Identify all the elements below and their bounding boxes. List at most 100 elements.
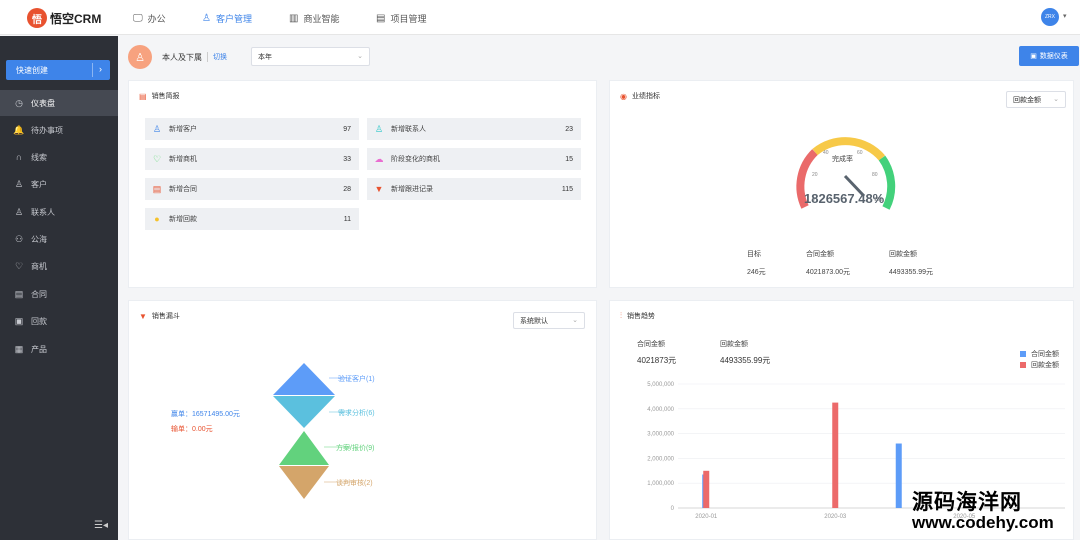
sidebar-item-public-pool[interactable]: ⚇ 公海 xyxy=(0,226,118,252)
sidebar-item-label: 商机 xyxy=(31,261,47,271)
year-select-value: 本年 xyxy=(258,53,272,61)
logo-mark: 悟 xyxy=(27,8,47,28)
contract-amount-value: 4021873.00元 xyxy=(806,269,850,276)
collapse-sidebar-icon[interactable]: ☰◂ xyxy=(94,520,108,531)
sales-trend-panel: ⫶ 销售趋势 合同金额 4021873元 回款金额 4493355.99元 合同金… xyxy=(609,300,1074,540)
nav-bi[interactable]: ▥ 商业智能 xyxy=(289,12,339,25)
sidebar-item-opportunities[interactable]: ♡ 商机 xyxy=(0,253,118,279)
contract-amount-label: 合同金额 xyxy=(806,251,834,258)
trend-chart-icon: ⫶ xyxy=(620,311,622,320)
y-tick-label: 2,000,000 xyxy=(647,456,674,462)
chevron-down-icon: ⌄ xyxy=(1053,96,1059,103)
stat-new-contracts[interactable]: ▤ 新增合同 28 xyxy=(145,178,359,200)
gauge-tick-80: 80 xyxy=(872,172,878,178)
sidebar-item-contracts[interactable]: ▤ 合同 xyxy=(0,281,118,307)
lightbulb-icon: ♡ xyxy=(152,153,162,164)
gauge-value: 1826567.48% xyxy=(804,191,885,206)
user-icon: ♙ xyxy=(14,178,24,189)
trend-title: 销售趋势 xyxy=(627,313,655,320)
funnel-stage-2[interactable] xyxy=(273,396,335,428)
nav-customer[interactable]: ♙ 客户管理 xyxy=(202,12,252,25)
bell-icon: 🔔 xyxy=(13,124,25,135)
divider xyxy=(92,63,93,77)
nav-project-label: 项目管理 xyxy=(390,14,427,24)
lose-amount: 输单：0.00元 xyxy=(171,426,213,433)
funnel-select[interactable]: 系统默认 ⌄ xyxy=(513,312,585,329)
quick-create-button[interactable]: 快速创建 › xyxy=(6,60,110,80)
target-value: 246元 xyxy=(747,269,766,276)
nav-office[interactable]: 🖵 办公 xyxy=(133,12,166,25)
sidebar-item-leads[interactable]: ∩ 线索 xyxy=(0,144,118,170)
stat-value: 11 xyxy=(343,215,351,223)
gauge-tick-0: 0 xyxy=(812,197,815,203)
funnel-stage-3[interactable] xyxy=(279,431,329,465)
funnel-stage-1[interactable] xyxy=(273,363,335,395)
x-tick-label: 2020-05 xyxy=(953,514,976,520)
monitor-icon: 🖵 xyxy=(133,13,143,24)
legend-contract[interactable]: 合同金额 xyxy=(1020,349,1059,359)
brand-logo[interactable]: 悟 悟空CRM xyxy=(27,8,101,28)
grid-icon: ▦ xyxy=(14,343,24,354)
receipt-amount-value: 4493355.99元 xyxy=(889,269,933,276)
sidebar-item-label: 回款 xyxy=(31,316,47,326)
trend-contract-value: 4021873元 xyxy=(637,356,677,365)
gauge-tick-40: 40 xyxy=(823,150,829,156)
nav-bi-label: 商业智能 xyxy=(303,14,340,24)
sidebar-item-contacts[interactable]: ♙ 联系人 xyxy=(0,199,118,225)
chevron-right-icon: › xyxy=(99,64,102,74)
metric-select-value: 回款金额 xyxy=(1013,96,1041,104)
stat-new-opportunities[interactable]: ♡ 新增商机 33 xyxy=(145,148,359,170)
lightbulb-icon: ♡ xyxy=(14,260,24,271)
x-tick-label: 2020-03 xyxy=(824,514,847,520)
chevron-down-icon[interactable]: ▾ xyxy=(1063,13,1067,20)
stat-value: 115 xyxy=(561,185,573,193)
stat-new-followups[interactable]: ▼ 新增跟进记录 115 xyxy=(367,178,581,200)
panel-title: ▼ 销售漏斗 xyxy=(139,311,180,321)
data-dashboard-button[interactable]: ▣ 数据仪表 xyxy=(1019,46,1079,66)
stat-new-customers[interactable]: ♙ 新增客户 97 xyxy=(145,118,359,140)
performance-panel: ◉ 业绩指标 回款金额 ⌄ 0 20 40 60 80 100 完成率 182656… xyxy=(609,80,1074,288)
sidebar-item-dashboard[interactable]: ◷ 仪表盘 xyxy=(0,90,118,116)
stat-label: 新增跟进记录 xyxy=(391,186,433,193)
user-scope-icon: ♙ xyxy=(128,45,152,69)
metric-select[interactable]: 回款金额 ⌄ xyxy=(1006,91,1066,108)
scope-label: 本人及下属 xyxy=(162,52,202,62)
gauge-needle xyxy=(843,174,866,198)
stat-stage-changed[interactable]: ☁ 阶段变化的商机 15 xyxy=(367,148,581,170)
stat-new-contacts[interactable]: ♙ 新增联系人 23 xyxy=(367,118,581,140)
trend-contract-label: 合同金额 xyxy=(637,341,665,348)
sidebar-item-todo[interactable]: 🔔 待办事项 xyxy=(0,117,118,143)
bar-receipt xyxy=(832,402,839,508)
sidebar-item-products[interactable]: ▦ 产品 xyxy=(0,336,118,362)
target-icon: ◉ xyxy=(620,91,627,101)
contact-icon: ♙ xyxy=(14,206,24,217)
legend-label: 合同金额 xyxy=(1031,351,1059,358)
legend-receipt[interactable]: 回款金额 xyxy=(1020,360,1059,370)
sidebar-item-label: 待办事项 xyxy=(31,125,63,135)
funnel-chart xyxy=(273,363,351,499)
stat-new-receipts[interactable]: ● 新增回款 11 xyxy=(145,208,359,230)
gauge-arc-low xyxy=(796,149,818,209)
switch-link[interactable]: 切换 xyxy=(213,54,227,61)
sidebar: 快速创建 › ◷ 仪表盘 🔔 待办事项 ∩ 线索 ♙ 客户 ♙ 联系人 ⚇ 公海 ♡ 商机 ▤… xyxy=(0,36,118,540)
chevron-down-icon: ⌄ xyxy=(572,317,578,324)
bar-receipt xyxy=(703,470,710,508)
coin-icon: ● xyxy=(154,214,160,224)
funnel-label-3: 方案/报价(9) xyxy=(336,445,375,452)
watermark-title: 源码海洋网 xyxy=(912,491,1022,514)
document-icon: ▤ xyxy=(152,183,162,194)
sidebar-item-customers[interactable]: ♙ 客户 xyxy=(0,171,118,197)
filter-bar: ♙ 本人及下属 切换 xyxy=(128,44,368,70)
sales-report-title: 销售简报 xyxy=(151,93,180,100)
avatar[interactable]: ZRX xyxy=(1041,8,1059,26)
gauge-tick-20: 20 xyxy=(812,172,818,178)
year-select[interactable]: 本年 ⌄ xyxy=(251,47,370,66)
legend-swatch xyxy=(1020,362,1026,368)
win-amount: 赢单：16571495.00元 xyxy=(171,411,240,418)
nav-project[interactable]: ▤ 项目管理 xyxy=(376,12,426,25)
brand-name: 悟空CRM xyxy=(50,11,102,26)
sidebar-item-receipts[interactable]: ▣ 回款 xyxy=(0,308,118,334)
funnel-stage-4[interactable] xyxy=(279,466,329,499)
divider xyxy=(207,52,208,62)
panel-title: ▤ 销售简报 xyxy=(139,91,180,101)
